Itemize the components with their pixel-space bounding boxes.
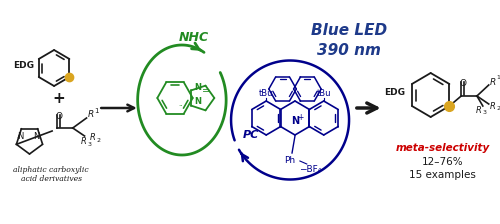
- Text: acid derivatives: acid derivatives: [20, 175, 82, 183]
- Text: N: N: [18, 131, 24, 140]
- Text: R: R: [80, 136, 86, 146]
- Text: N: N: [291, 116, 299, 126]
- Text: R: R: [476, 106, 482, 114]
- Text: NHC: NHC: [178, 30, 209, 43]
- Text: EDG: EDG: [384, 88, 405, 97]
- Text: meta-selectivity: meta-selectivity: [396, 143, 490, 153]
- Text: EDG: EDG: [14, 60, 34, 69]
- Text: O: O: [459, 79, 466, 88]
- Text: PC: PC: [242, 130, 259, 140]
- Text: O: O: [55, 112, 62, 121]
- Text: +: +: [298, 112, 304, 121]
- Text: N: N: [194, 83, 201, 92]
- Text: 2: 2: [496, 106, 500, 111]
- Text: ..: ..: [178, 101, 182, 107]
- Text: Ph: Ph: [284, 155, 296, 164]
- Text: R: R: [490, 78, 496, 86]
- Text: 1: 1: [496, 75, 500, 80]
- Text: 1: 1: [94, 108, 99, 114]
- Text: 390 nm: 390 nm: [317, 43, 381, 58]
- Text: N: N: [194, 97, 201, 106]
- Text: aliphatic carboxylic: aliphatic carboxylic: [14, 166, 89, 174]
- Text: R: R: [88, 110, 94, 118]
- Text: −BF₄: −BF₄: [298, 164, 321, 174]
- Text: 2: 2: [96, 138, 100, 142]
- Text: tBu: tBu: [316, 88, 331, 97]
- Text: tBu: tBu: [259, 88, 274, 97]
- Text: R: R: [90, 133, 96, 142]
- Text: 3: 3: [483, 110, 487, 115]
- Text: 15 examples: 15 examples: [409, 170, 476, 180]
- Text: 12–76%: 12–76%: [422, 157, 464, 167]
- Text: +: +: [52, 90, 66, 106]
- Text: R: R: [490, 101, 496, 110]
- Text: N: N: [33, 131, 40, 140]
- Text: Blue LED: Blue LED: [311, 22, 387, 37]
- Text: 3: 3: [88, 142, 92, 146]
- Text: =: =: [202, 86, 210, 96]
